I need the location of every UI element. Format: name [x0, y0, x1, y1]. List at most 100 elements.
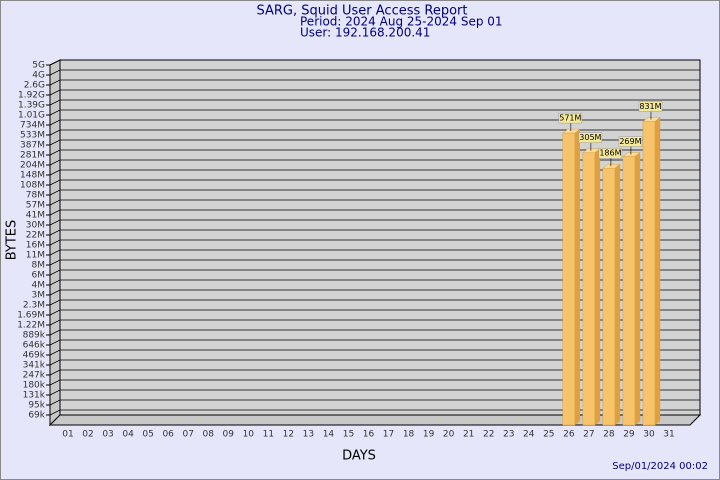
x-tick-label: 08	[203, 430, 215, 440]
y-axis-label: BYTES	[5, 220, 20, 261]
x-tick-label: 12	[283, 430, 294, 440]
grid-line	[49, 249, 700, 256]
grid-line	[49, 69, 700, 76]
bar	[602, 167, 616, 426]
grid-line	[49, 369, 700, 376]
bar	[582, 152, 596, 426]
grid-line	[49, 269, 700, 276]
value-label: 269M	[619, 137, 641, 146]
grid-line	[49, 309, 700, 316]
grid-line	[49, 359, 700, 366]
y-tick-label: 889k	[23, 331, 46, 341]
y-tick-label: 533M	[20, 131, 45, 141]
grid-line	[49, 229, 700, 236]
x-tick-label: 21	[463, 430, 474, 440]
x-tick-label: 20	[443, 430, 455, 440]
grid-line	[49, 109, 700, 116]
y-tick-label: 1.69M	[17, 311, 45, 321]
bar-side	[634, 152, 641, 426]
x-tick-label: 18	[403, 430, 415, 440]
grid-line	[49, 319, 700, 326]
x-tick-label: 28	[603, 430, 615, 440]
x-tick-label: 23	[503, 430, 514, 440]
y-tick-label: 4G	[32, 71, 45, 81]
value-label: 571M	[559, 114, 581, 123]
x-tick-label: 24	[523, 430, 535, 440]
grid-line	[49, 339, 700, 346]
label-box	[598, 147, 623, 159]
y-tick-label: 2.6G	[24, 81, 45, 91]
y-tick-label: 180k	[23, 381, 46, 391]
y-tick-label: 41M	[26, 211, 45, 221]
x-tick-label: 06	[162, 430, 174, 440]
x-tick-label: 14	[323, 430, 335, 440]
grid-line	[49, 219, 700, 226]
x-tick-label: 26	[563, 430, 575, 440]
grid-line	[49, 169, 700, 176]
grid-line	[49, 119, 700, 126]
x-tick-label: 09	[223, 430, 235, 440]
x-tick-label: 02	[82, 430, 93, 440]
x-tick-label: 22	[483, 430, 494, 440]
y-tick-label: 5G	[32, 61, 45, 71]
grid-line	[49, 189, 700, 196]
x-tick-label: 29	[623, 430, 635, 440]
chart-subtitle: Period: 2024 Aug 25-2024 Sep 01	[300, 15, 503, 29]
y-tick-label: 1.22M	[17, 321, 45, 331]
bar	[642, 121, 656, 426]
x-tick-label: 15	[343, 430, 354, 440]
value-label: 186M	[599, 149, 621, 158]
grid-line	[49, 199, 700, 206]
grid-line	[49, 59, 700, 66]
grid-line	[49, 149, 700, 156]
grid-line	[49, 179, 700, 186]
y-tick-label: 8M	[32, 261, 46, 271]
y-tick-label: 108M	[20, 181, 45, 191]
y-tick-label: 95k	[28, 401, 45, 411]
y-tick-label: 78M	[26, 191, 45, 201]
x-tick-label: 27	[583, 430, 594, 440]
y-tick-label: 2.3M	[23, 301, 45, 311]
grid-line	[49, 139, 700, 146]
y-tick-label: 734M	[20, 121, 45, 131]
y-tick-label: 22M	[26, 231, 45, 241]
y-tick-label: 387M	[20, 141, 45, 151]
grid-line	[49, 379, 700, 386]
x-tick-label: 17	[383, 430, 394, 440]
y-tick-label: 6M	[32, 271, 46, 281]
x-tick-label: 13	[303, 430, 314, 440]
x-tick-label: 11	[263, 430, 274, 440]
chart-title: SARG, Squid User Access Report	[257, 4, 468, 19]
y-tick-label: 1.39G	[18, 101, 45, 111]
x-tick-label: 16	[363, 430, 375, 440]
x-tick-label: 10	[243, 430, 255, 440]
x-tick-label: 03	[102, 430, 113, 440]
value-label: 305M	[579, 133, 601, 142]
grid-line	[49, 99, 700, 106]
x-tick-label: 07	[182, 430, 193, 440]
x-tick-label: 01	[62, 430, 73, 440]
label-box	[638, 101, 663, 112]
y-tick-label: 69k	[28, 411, 45, 421]
grid-line	[49, 159, 700, 166]
y-tick-label: 341k	[23, 361, 46, 371]
x-tick-label: 19	[423, 430, 435, 440]
user-label: User: 192.168.200.41	[300, 26, 430, 40]
bar-side	[654, 116, 661, 426]
grid-line	[49, 129, 700, 136]
value-label: 831M	[639, 102, 661, 111]
grid-line	[49, 299, 700, 306]
grid-line	[49, 329, 700, 336]
grid-line	[49, 89, 700, 96]
y-tick-label: 4M	[32, 281, 46, 291]
grid-line	[49, 209, 700, 216]
label-box	[558, 112, 583, 124]
grid-line	[49, 289, 700, 296]
label-box	[578, 132, 603, 143]
bar	[562, 132, 576, 426]
label-box	[618, 136, 643, 147]
grid-line	[49, 389, 700, 396]
y-tick-label: 30M	[26, 221, 45, 231]
y-tick-label: 11M	[26, 251, 45, 261]
y-tick-label: 646k	[23, 341, 46, 351]
